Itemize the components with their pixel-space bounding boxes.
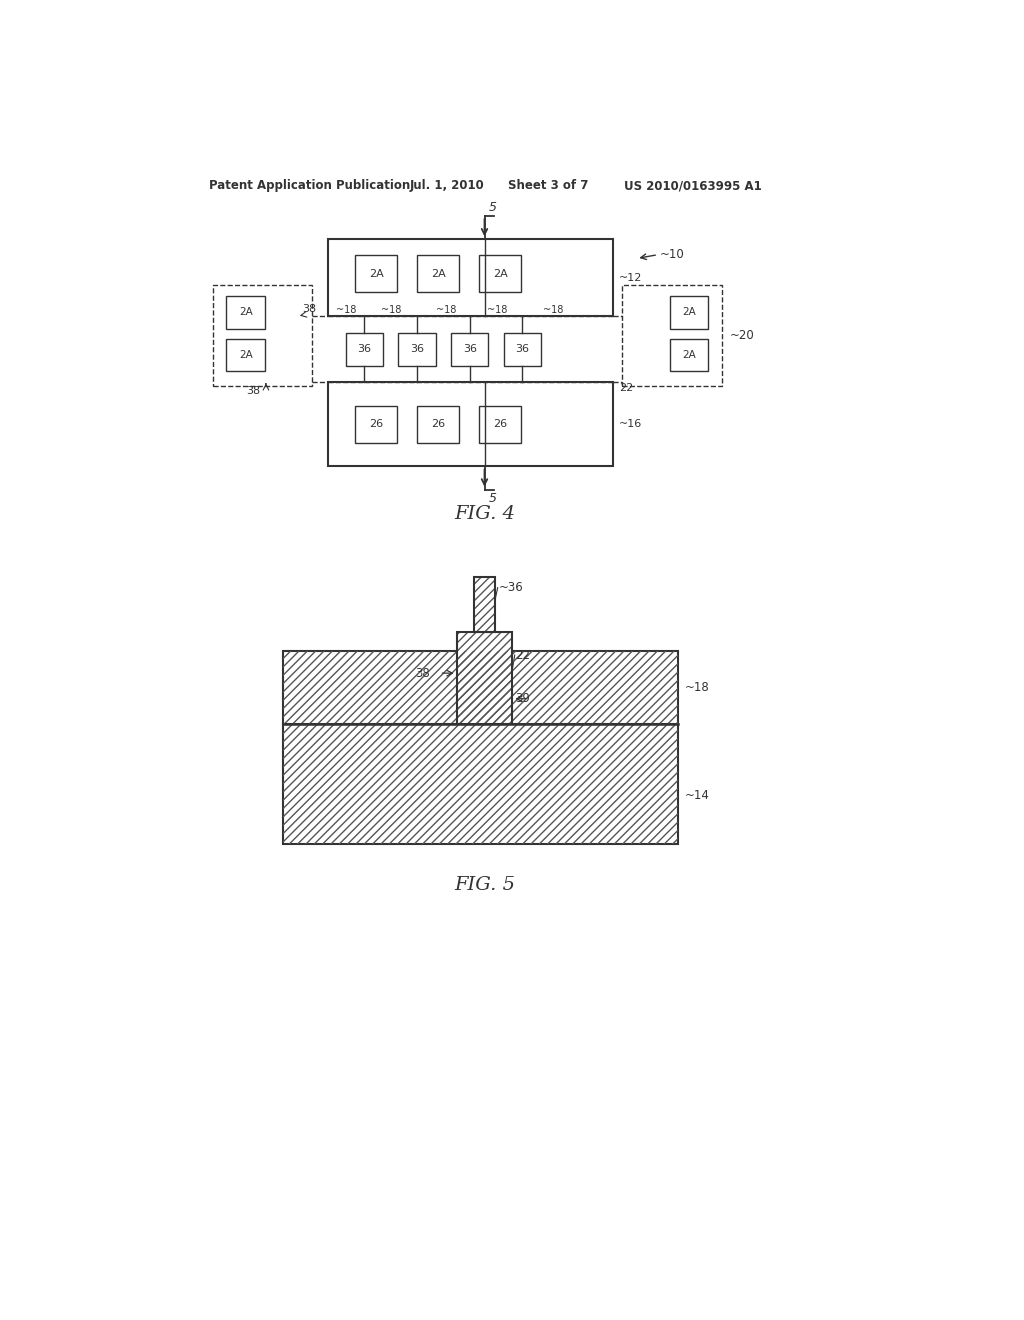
Text: 2A: 2A (239, 308, 253, 317)
Text: 2A: 2A (239, 350, 253, 360)
Text: 2A: 2A (682, 308, 696, 317)
Text: 26: 26 (431, 418, 445, 429)
Bar (226, 296, 265, 329)
Bar (504, 333, 541, 366)
Bar (474, 577, 496, 632)
Bar (457, 632, 512, 725)
Text: ~18: ~18 (336, 305, 356, 314)
Text: ~14: ~14 (684, 789, 710, 803)
Text: 2A: 2A (369, 269, 383, 279)
Text: 38: 38 (247, 385, 261, 396)
Bar (354, 405, 397, 442)
Bar (283, 725, 678, 843)
Bar (328, 239, 613, 317)
Bar (458, 652, 512, 723)
Text: Patent Application Publication: Patent Application Publication (209, 180, 411, 193)
Bar (478, 256, 521, 293)
Text: ~16: ~16 (620, 418, 643, 429)
Bar (283, 651, 678, 725)
Bar (457, 632, 512, 725)
Text: 38: 38 (302, 304, 316, 314)
Text: ~18: ~18 (543, 305, 563, 314)
Bar (452, 333, 488, 366)
Text: ~36: ~36 (499, 581, 523, 594)
Bar (213, 285, 312, 385)
Text: ~10: ~10 (659, 248, 684, 261)
Bar (457, 651, 512, 725)
Text: 26: 26 (369, 418, 383, 429)
Text: 2A: 2A (431, 269, 445, 279)
Bar (670, 296, 709, 329)
Bar (474, 577, 496, 632)
Text: 39: 39 (515, 692, 530, 705)
Text: ~20: ~20 (729, 329, 754, 342)
Bar (346, 333, 383, 366)
Bar (328, 381, 613, 466)
Bar (457, 632, 512, 725)
Bar (226, 339, 265, 371)
Bar (417, 256, 460, 293)
Bar (623, 285, 722, 385)
Text: 5: 5 (489, 201, 497, 214)
Text: ~18: ~18 (381, 305, 401, 314)
Bar (354, 256, 397, 293)
Text: ~18: ~18 (486, 305, 507, 314)
Bar (474, 577, 496, 632)
Text: 38: 38 (415, 667, 429, 680)
Text: ~18: ~18 (684, 681, 710, 694)
Text: 2A: 2A (682, 350, 696, 360)
Text: 36: 36 (357, 345, 372, 354)
Bar (478, 405, 521, 442)
Text: 2A: 2A (493, 269, 507, 279)
Text: US 2010/0163995 A1: US 2010/0163995 A1 (624, 180, 762, 193)
Text: FIG. 5: FIG. 5 (454, 876, 515, 894)
Text: FIG. 4: FIG. 4 (454, 506, 515, 523)
Text: 26: 26 (493, 418, 507, 429)
Bar (283, 651, 678, 725)
Text: 22: 22 (515, 648, 530, 661)
Bar (398, 333, 435, 366)
Bar (417, 405, 460, 442)
Text: 22: 22 (620, 383, 634, 393)
Text: ~18: ~18 (435, 305, 456, 314)
Text: Sheet 3 of 7: Sheet 3 of 7 (508, 180, 588, 193)
Text: 36: 36 (515, 345, 529, 354)
Text: ~12: ~12 (620, 273, 643, 282)
Text: 36: 36 (410, 345, 424, 354)
Text: 36: 36 (463, 345, 477, 354)
Bar (283, 725, 678, 843)
Text: 5: 5 (489, 492, 497, 504)
Text: Jul. 1, 2010: Jul. 1, 2010 (410, 180, 484, 193)
Bar (670, 339, 709, 371)
